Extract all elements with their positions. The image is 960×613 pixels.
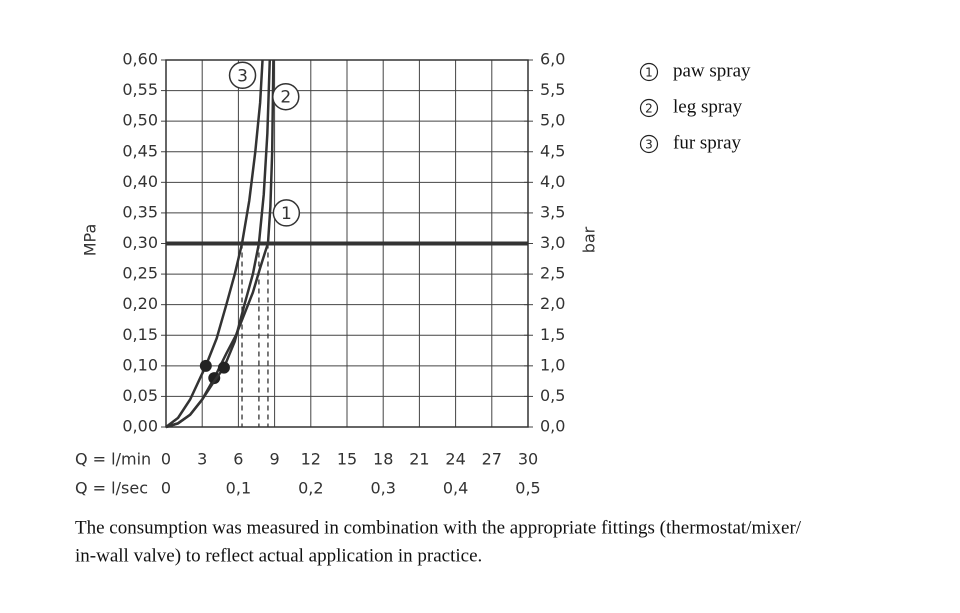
- x-tick-label: 27: [482, 450, 502, 469]
- y2-tick-label: 6,0: [540, 50, 565, 69]
- x2-axis-label: Q = l/sec: [75, 479, 148, 498]
- y-tick-label: 0,25: [122, 264, 158, 283]
- x-tick-label: 3: [197, 450, 207, 469]
- x-tick-label: 24: [445, 450, 465, 469]
- series-tag-label: 1: [281, 204, 292, 224]
- y-tick-label: 0,00: [122, 417, 158, 436]
- y2-tick-label: 3,0: [540, 233, 565, 252]
- y2-axis-label: bar: [580, 226, 599, 253]
- y-tick-label: 0,30: [122, 233, 158, 252]
- legend-symbol-label: 1: [645, 66, 653, 80]
- footnote: The consumption was measured in combinat…: [75, 517, 802, 538]
- x-tick-label: 21: [409, 450, 429, 469]
- y-tick-label: 0,55: [122, 80, 158, 99]
- y-tick-label: 0,35: [122, 202, 158, 221]
- legend-symbol-label: 3: [645, 138, 653, 152]
- x2-tick-label: 0,2: [298, 479, 323, 498]
- y-tick-label: 0,50: [122, 111, 158, 130]
- legend-label: leg spray: [673, 96, 743, 117]
- legend-label: fur spray: [673, 132, 742, 153]
- series-tag-label: 3: [237, 66, 248, 86]
- series-tag: [272, 199, 301, 227]
- y2-tick-label: 1,5: [540, 325, 565, 344]
- x-tick-label: 12: [301, 450, 321, 469]
- y-tick-label: 0,45: [122, 141, 158, 160]
- legend-symbol: [639, 134, 659, 154]
- y2-tick-label: 0,0: [540, 417, 565, 436]
- x2-tick-label: 0,3: [370, 479, 395, 498]
- y2-tick-label: 3,5: [540, 202, 565, 221]
- y2-tick-label: 5,5: [540, 80, 565, 99]
- x2-tick-label: 0,4: [443, 479, 468, 498]
- y-tick-label: 0,10: [122, 355, 158, 374]
- y2-tick-label: 2,0: [540, 294, 565, 313]
- legend-symbol: [639, 62, 659, 82]
- y2-tick-label: 2,5: [540, 264, 565, 283]
- legend-symbol: [639, 98, 659, 118]
- plot-frame: [165, 59, 529, 428]
- y2-tick-label: 4,0: [540, 172, 565, 191]
- series-line: [165, 59, 264, 428]
- y-tick-label: 0,05: [122, 386, 158, 405]
- series-tag: [272, 82, 300, 111]
- y2-tick-label: 5,0: [540, 111, 565, 130]
- x2-tick-label: 0,1: [226, 479, 251, 498]
- legend-symbol-label: 2: [645, 102, 653, 116]
- x-tick-label: 0: [161, 450, 171, 469]
- legend-label: paw spray: [673, 60, 751, 81]
- dot: [217, 361, 230, 374]
- y-tick-label: 0,15: [122, 325, 158, 344]
- y-tick-label: 0,20: [122, 294, 158, 313]
- footnote: in-wall valve) to reflect actual applica…: [75, 545, 482, 566]
- x-tick-label: 9: [270, 450, 280, 469]
- x-tick-label: 6: [233, 450, 243, 469]
- series-tag-label: 2: [280, 88, 291, 108]
- series-tag: [228, 61, 257, 90]
- y-tick-label: 0,40: [122, 172, 158, 191]
- y2-tick-label: 4,5: [540, 141, 565, 160]
- x-axis-label: Q = l/min: [75, 450, 151, 469]
- x2-tick-label: 0: [161, 479, 171, 498]
- series-line: [165, 59, 272, 429]
- x-tick-label: 15: [337, 450, 357, 469]
- x-tick-label: 18: [373, 450, 393, 469]
- y2-tick-label: 0,5: [540, 386, 565, 405]
- dot: [199, 359, 212, 372]
- y2-tick-label: 1,0: [540, 355, 565, 374]
- x2-tick-label: 0,5: [515, 479, 540, 498]
- x-tick-label: 30: [518, 450, 538, 469]
- y-axis-label: MPa: [81, 224, 100, 257]
- y-tick-label: 0,60: [122, 50, 158, 69]
